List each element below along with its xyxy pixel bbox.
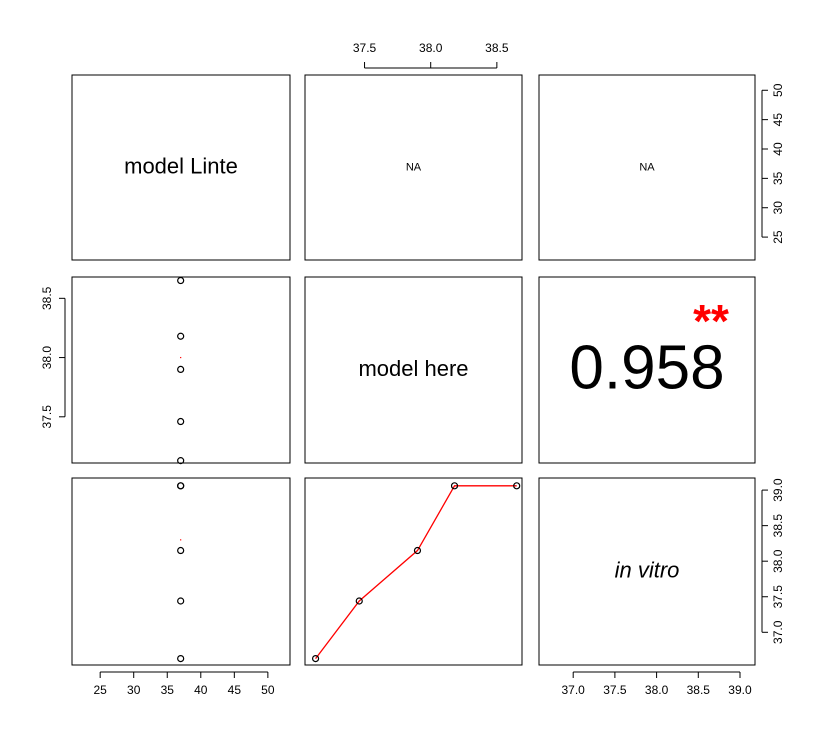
variable-label: in vitro — [615, 557, 680, 582]
x-tick-label: 38.5 — [485, 41, 509, 55]
point — [177, 482, 185, 490]
x-tick-label: 38.0 — [419, 41, 443, 55]
point — [177, 597, 185, 605]
x-tick-label: 37.0 — [562, 683, 586, 697]
correlation-value: 0.958 — [569, 333, 724, 402]
point — [355, 597, 363, 605]
correlation-na: NA — [639, 161, 655, 173]
significance-stars: ** — [693, 295, 729, 347]
y-tick-label: 50 — [771, 83, 785, 97]
variable-label: model here — [358, 356, 468, 381]
panel-frame — [538, 74, 756, 261]
y-tick-label: 40 — [771, 142, 785, 156]
y-tick-label: 38.5 — [40, 286, 54, 310]
smooth-point — [180, 356, 182, 359]
panel-frame — [304, 477, 523, 666]
point — [450, 482, 459, 490]
y-tick-label: 37.5 — [771, 585, 785, 609]
y-tick-label: 30 — [771, 201, 785, 215]
point — [311, 655, 320, 663]
variable-label: model Linte — [124, 153, 238, 178]
point — [177, 655, 185, 663]
x-tick-label: 38.5 — [687, 683, 711, 697]
y-tick-label: 38.0 — [771, 549, 785, 573]
panel-frame — [304, 276, 523, 464]
y-tick-label: 37.0 — [771, 620, 785, 644]
x-tick-label: 37.5 — [353, 41, 377, 55]
panel-frame — [71, 74, 291, 261]
panel-frame — [538, 276, 756, 464]
smooth-point — [180, 539, 182, 541]
correlation-na: NA — [406, 161, 422, 173]
y-tick-label: 25 — [771, 230, 785, 244]
x-tick-label: 45 — [228, 683, 242, 697]
panel-frame — [538, 477, 756, 666]
x-tick-label: 50 — [261, 683, 275, 697]
point — [413, 546, 422, 555]
panel-frame — [71, 477, 291, 666]
y-tick-label: 38.0 — [40, 346, 54, 370]
point — [177, 457, 185, 465]
y-tick-label: 35 — [771, 171, 785, 185]
x-tick-label: 30 — [127, 683, 141, 697]
y-tick-label: 37.5 — [40, 405, 54, 429]
point — [177, 276, 185, 285]
x-tick-label: 40 — [194, 683, 208, 697]
y-tick-label: 39.0 — [771, 478, 785, 502]
point — [513, 482, 521, 490]
y-tick-label: 38.5 — [771, 514, 785, 538]
smooth-line — [315, 485, 517, 659]
point — [177, 365, 185, 374]
x-tick-label: 35 — [161, 683, 175, 697]
x-tick-label: 39.0 — [728, 683, 752, 697]
y-tick-label: 45 — [771, 113, 785, 127]
x-tick-label: 25 — [93, 683, 107, 697]
point — [177, 546, 185, 555]
x-tick-label: 38.0 — [645, 683, 669, 697]
panel-frame — [304, 74, 523, 261]
point — [177, 332, 185, 340]
point — [177, 417, 185, 426]
panel-frame — [71, 276, 291, 464]
x-tick-label: 37.5 — [603, 683, 627, 697]
